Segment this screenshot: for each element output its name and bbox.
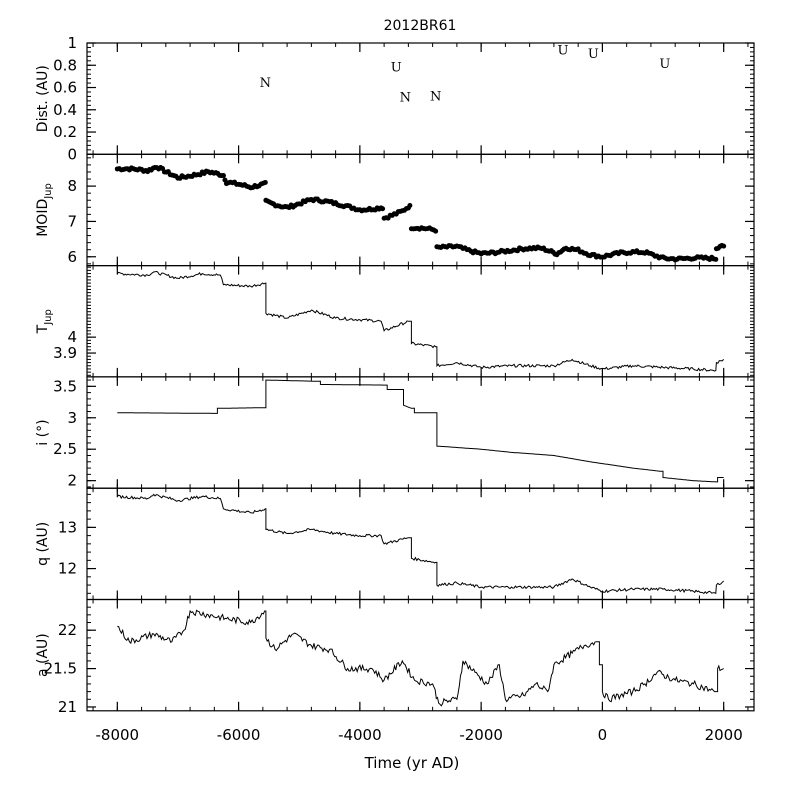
- y-tick-label: 21: [58, 698, 77, 716]
- y-tick-label: 21.5: [44, 660, 77, 678]
- panel-frame-incl: [86, 376, 755, 489]
- x-tick-label: 0: [598, 726, 608, 744]
- x-tick-label: -8000: [96, 726, 140, 744]
- y-label-subscript: Jup: [43, 183, 54, 200]
- series-line-tjup: [116, 270, 725, 372]
- x-tick-label: -6000: [217, 726, 261, 744]
- y-tick-label: 0: [67, 145, 77, 163]
- y-label-main: MOID: [35, 199, 51, 237]
- encounter-marker: N: [430, 89, 441, 104]
- x-tick-label: -4000: [338, 726, 382, 744]
- encounter-marker: U: [588, 47, 599, 62]
- x-axis: -8000 -6000 -4000 -2000 0 2000: [96, 726, 743, 744]
- panel-incl: 2 2.5 3 3.5 i (°): [35, 376, 755, 490]
- y-label-main: Dist. (AU): [35, 65, 51, 132]
- y-axis-label-dist: Dist. (AU): [35, 65, 51, 132]
- moid-point: [220, 173, 226, 179]
- y-label-main: i (°): [35, 419, 51, 445]
- encounter-marker: N: [400, 90, 411, 105]
- y-tick-label: 3.9: [53, 344, 77, 362]
- y-tick-label: 4: [67, 328, 77, 346]
- y-tick-label: 0.6: [53, 79, 77, 97]
- panel-frame-dist: [86, 42, 755, 155]
- x-tick-label: -2000: [459, 726, 503, 744]
- series-line-a: [117, 609, 724, 707]
- panel-a: 21 21.5 22 a (AU): [35, 598, 755, 716]
- y-label-main: T: [35, 324, 51, 334]
- y-tick-label: 2: [67, 472, 77, 490]
- y-label-main: q (AU): [35, 522, 51, 566]
- y-tick-label: 22: [58, 621, 77, 639]
- y-axis-label-q: q (AU): [35, 522, 51, 566]
- y-label-subscript: Jup: [43, 309, 54, 326]
- panel-frame-tjup: [86, 265, 755, 378]
- y-tick-label: 3: [67, 409, 77, 427]
- y-axis-label-incl: i (°): [35, 419, 51, 445]
- x-axis-label: Time (yr AD): [364, 754, 460, 772]
- y-tick-label: 3.5: [53, 377, 77, 395]
- series-line-incl: [117, 379, 724, 483]
- panel-frame-a: [86, 598, 755, 712]
- moid-point: [721, 243, 727, 249]
- encounter-marker: N: [260, 76, 271, 91]
- y-tick-label: 13: [58, 518, 77, 536]
- y-tick-label: 1: [67, 34, 77, 52]
- chart-title: 2012BR61: [384, 18, 457, 34]
- panel-frame-q: [86, 487, 755, 601]
- moid-point: [380, 206, 386, 212]
- y-tick-label: 2.5: [53, 440, 77, 458]
- y-axis-label-tjup: TJup: [35, 309, 54, 334]
- y-axis-label-moid: MOIDJup: [35, 183, 54, 237]
- encounter-marker: U: [659, 57, 670, 72]
- y-axis-label-a: a (AU): [35, 633, 51, 677]
- y-tick-label: 0.8: [53, 56, 77, 74]
- y-tick-label: 7: [67, 212, 77, 230]
- moid-point: [713, 256, 719, 262]
- y-tick-label: 0.2: [53, 123, 77, 141]
- encounter-marker: U: [558, 44, 569, 59]
- x-tick-label: 2000: [705, 726, 743, 744]
- y-tick-label: 8: [67, 177, 77, 195]
- series-line-q: [116, 493, 725, 595]
- y-tick-label: 6: [67, 248, 77, 266]
- panel-q: 12 13 q (AU): [35, 487, 755, 601]
- panel-frame-moid: [86, 153, 755, 267]
- moid-point: [262, 179, 268, 185]
- panel-tjup: 3.94 TJup: [35, 265, 755, 378]
- y-tick-label: 12: [58, 560, 77, 578]
- y-tick-label: 0.4: [53, 101, 77, 119]
- encounter-marker: U: [391, 60, 402, 75]
- panel-moid: 6 7 8 MOIDJup: [35, 153, 755, 267]
- moid-point: [407, 202, 413, 208]
- moid-point: [433, 228, 439, 234]
- y-label-main: a (AU): [35, 633, 51, 677]
